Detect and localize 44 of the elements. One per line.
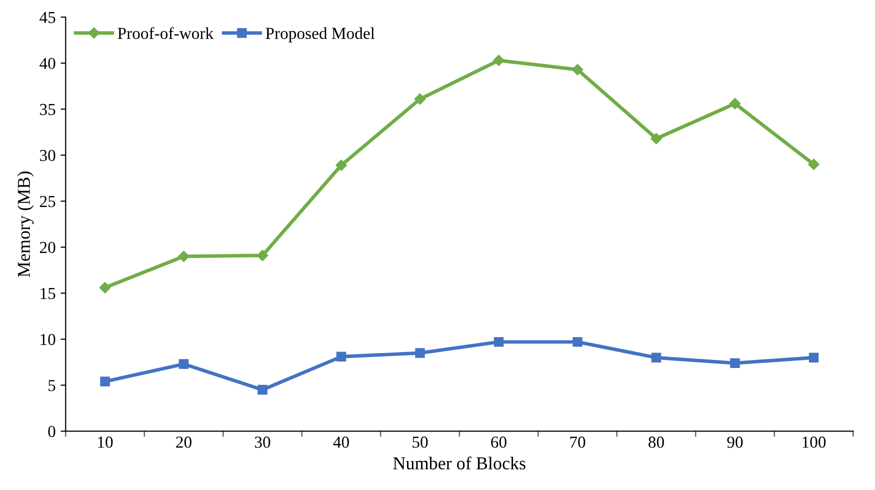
x-tick-label: 60 bbox=[491, 436, 506, 448]
y-tick-label: 15 bbox=[40, 288, 56, 300]
point bbox=[729, 98, 741, 110]
point bbox=[99, 282, 111, 294]
x-tick-label: 70 bbox=[570, 436, 586, 448]
point bbox=[414, 93, 426, 105]
y-tick-label: 10 bbox=[40, 334, 56, 346]
x-tick-label: 100 bbox=[802, 436, 826, 448]
point bbox=[651, 352, 662, 362]
y-tick-label: 25 bbox=[40, 196, 56, 208]
x-tick-label: 30 bbox=[254, 436, 270, 448]
y-tick-label: 30 bbox=[40, 150, 56, 162]
legend-label: Proof-of-work bbox=[118, 27, 214, 39]
y-tick-label: 0 bbox=[48, 426, 56, 438]
x-tick-label: 20 bbox=[176, 436, 192, 448]
point bbox=[336, 160, 347, 171]
point bbox=[100, 376, 110, 386]
point bbox=[178, 250, 190, 262]
point bbox=[730, 358, 740, 368]
point bbox=[258, 384, 268, 395]
y-tick-label: 5 bbox=[48, 380, 56, 392]
point bbox=[808, 158, 820, 170]
point bbox=[572, 64, 584, 76]
x-axis-title: Number of Blocks bbox=[393, 456, 526, 470]
point bbox=[178, 359, 189, 369]
y-axis-title: Memory (MB) bbox=[17, 172, 34, 278]
point bbox=[572, 337, 582, 347]
point bbox=[415, 348, 425, 358]
x-tick-label: 10 bbox=[98, 436, 113, 448]
point bbox=[650, 133, 662, 144]
legend-label: Proposed Model bbox=[266, 27, 375, 42]
point bbox=[256, 250, 268, 262]
point bbox=[808, 352, 819, 362]
point bbox=[336, 352, 346, 362]
y-tick-label: 40 bbox=[40, 58, 56, 70]
y-tick-label: 20 bbox=[40, 242, 56, 254]
y-tick-label: 35 bbox=[40, 104, 56, 116]
x-tick-label: 40 bbox=[333, 436, 349, 448]
y-tick-label: 45 bbox=[40, 12, 56, 24]
x-tick-label: 50 bbox=[412, 436, 428, 448]
point bbox=[494, 337, 504, 347]
x-tick-label: 90 bbox=[727, 436, 743, 448]
x-tick-label: 80 bbox=[648, 436, 664, 448]
point bbox=[493, 54, 504, 66]
